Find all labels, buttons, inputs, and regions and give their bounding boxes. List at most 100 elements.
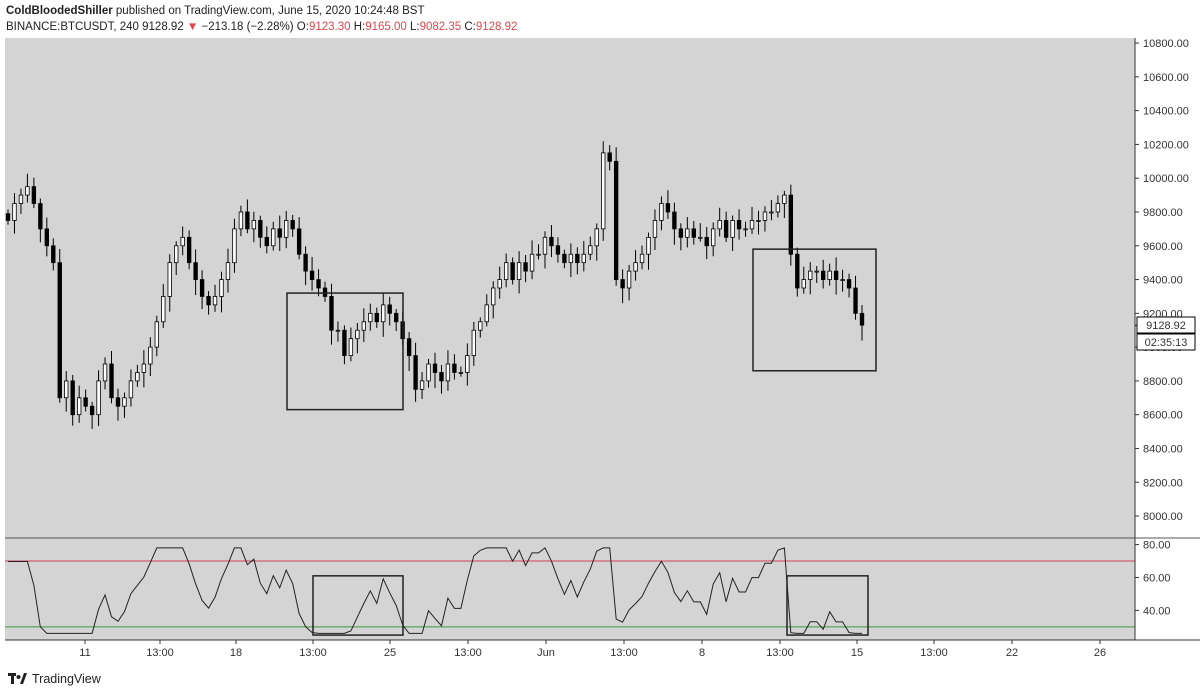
candle[interactable] — [225, 248, 231, 293]
candle[interactable] — [212, 284, 218, 312]
candle[interactable] — [704, 227, 709, 260]
candle[interactable] — [833, 257, 839, 295]
candle[interactable] — [536, 244, 541, 260]
candle[interactable] — [581, 241, 586, 272]
candle[interactable] — [516, 251, 522, 294]
candle[interactable] — [439, 365, 444, 394]
candle[interactable] — [743, 221, 748, 237]
candle[interactable] — [840, 269, 845, 292]
candle[interactable] — [355, 322, 360, 354]
price-pane[interactable] — [5, 38, 1135, 538]
candle[interactable] — [186, 230, 192, 270]
candle[interactable] — [406, 332, 412, 371]
symbol-label[interactable]: BINANCE:BTCUSDT, 240 — [6, 21, 139, 33]
candle[interactable] — [64, 371, 69, 412]
candle[interactable] — [497, 266, 502, 299]
candle[interactable] — [491, 281, 496, 319]
candle[interactable] — [368, 303, 373, 331]
candle[interactable] — [562, 249, 567, 269]
candle[interactable] — [303, 246, 308, 286]
candle[interactable] — [115, 388, 121, 421]
candle[interactable] — [639, 245, 645, 270]
author-name[interactable]: ColdBloodedShiller — [6, 5, 113, 17]
candle[interactable] — [445, 350, 451, 391]
candle[interactable] — [128, 369, 134, 407]
candle[interactable] — [5, 209, 11, 225]
annotation-box[interactable] — [312, 575, 404, 636]
candle[interactable] — [523, 255, 528, 283]
candle[interactable] — [607, 145, 612, 171]
candle[interactable] — [730, 215, 735, 252]
candle[interactable] — [620, 269, 625, 304]
candle[interactable] — [426, 358, 431, 388]
candle[interactable] — [613, 147, 619, 286]
candle[interactable] — [102, 357, 108, 390]
candle[interactable] — [76, 385, 82, 423]
candle[interactable] — [549, 224, 554, 258]
candle[interactable] — [471, 321, 476, 366]
annotation-box[interactable] — [286, 292, 404, 411]
candle[interactable] — [846, 273, 852, 298]
candle[interactable] — [251, 211, 257, 243]
candle[interactable] — [12, 193, 17, 234]
candle[interactable] — [756, 210, 761, 235]
candle[interactable] — [329, 283, 334, 345]
candle[interactable] — [691, 220, 696, 245]
candle[interactable] — [277, 215, 282, 252]
candle[interactable] — [374, 307, 379, 328]
candle[interactable] — [361, 308, 367, 343]
candle[interactable] — [782, 190, 787, 218]
candle[interactable] — [219, 271, 224, 313]
candle[interactable] — [503, 253, 509, 288]
annotation-box[interactable] — [786, 575, 869, 636]
candle[interactable] — [51, 238, 56, 271]
candle[interactable] — [316, 269, 321, 297]
candle[interactable] — [25, 173, 30, 203]
oscillator-pane[interactable] — [5, 538, 1135, 640]
candle[interactable] — [788, 184, 794, 266]
candle[interactable] — [646, 232, 651, 270]
candle[interactable] — [698, 223, 703, 242]
candle[interactable] — [309, 256, 315, 291]
candle[interactable] — [659, 196, 664, 231]
candle[interactable] — [89, 401, 95, 429]
candle[interactable] — [665, 190, 671, 219]
candle[interactable] — [161, 284, 166, 329]
candle[interactable] — [206, 291, 211, 315]
candle[interactable] — [588, 236, 593, 261]
candle[interactable] — [821, 259, 826, 289]
candle[interactable] — [808, 262, 813, 295]
annotation-box[interactable] — [752, 248, 877, 372]
candle[interactable] — [795, 247, 800, 297]
candle[interactable] — [452, 354, 457, 380]
candle[interactable] — [122, 392, 127, 418]
candle[interactable] — [678, 223, 684, 251]
footer-brand[interactable]: TradingView — [8, 672, 101, 686]
candle[interactable] — [711, 222, 716, 257]
candle[interactable] — [762, 206, 768, 232]
candle[interactable] — [238, 205, 244, 237]
candle[interactable] — [652, 209, 658, 250]
candle[interactable] — [419, 371, 425, 399]
candle[interactable] — [18, 188, 24, 214]
candle[interactable] — [387, 296, 392, 326]
candle[interactable] — [484, 294, 489, 327]
candle[interactable] — [174, 241, 179, 275]
candle[interactable] — [348, 327, 354, 362]
candle[interactable] — [245, 199, 250, 234]
candle[interactable] — [83, 389, 88, 412]
candle[interactable] — [594, 223, 599, 261]
candle[interactable] — [633, 250, 638, 281]
candle[interactable] — [555, 237, 561, 263]
candle[interactable] — [814, 266, 819, 283]
candle[interactable] — [827, 263, 832, 286]
candle[interactable] — [141, 350, 147, 388]
candle[interactable] — [672, 202, 677, 245]
candle[interactable] — [749, 206, 755, 234]
candle[interactable] — [180, 226, 185, 256]
candle[interactable] — [96, 370, 101, 427]
candle[interactable] — [193, 249, 198, 296]
candle[interactable] — [109, 351, 114, 404]
candle[interactable] — [284, 210, 289, 249]
